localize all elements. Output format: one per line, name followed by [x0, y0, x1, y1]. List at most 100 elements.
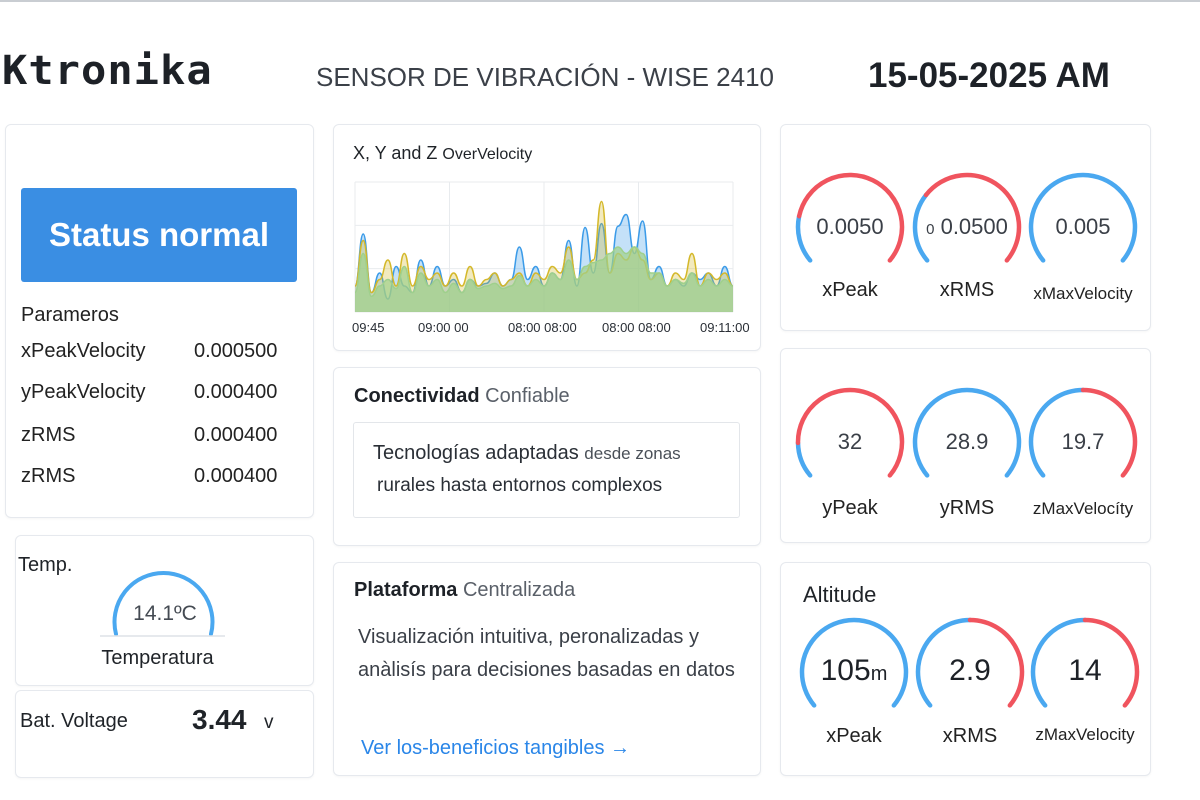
- temperature-gauge: [100, 571, 225, 637]
- status-button[interactable]: Status normal: [21, 188, 297, 282]
- temp-title: Temp.: [18, 554, 73, 576]
- battery-unit: v: [264, 712, 274, 733]
- gauge-label: yRMS: [939, 497, 995, 519]
- x-tick-label: 08:00 08:00: [602, 320, 671, 335]
- x-tick-label: 09:45: [352, 320, 385, 335]
- gauge-value: 14: [1030, 654, 1140, 688]
- gauge-number: 0.0050: [816, 213, 884, 239]
- gauge-label: xMaxVelocity: [1033, 284, 1133, 303]
- gauge-label: xRMS: [939, 279, 995, 301]
- x-gauges-card: [780, 124, 1151, 331]
- gauge-number: 19.7: [1061, 428, 1105, 454]
- gauge-arc: [912, 387, 1022, 478]
- gauge-value: 32: [795, 429, 905, 455]
- gauge-value: 0.005: [1028, 214, 1138, 240]
- conectividad-title-main: Conectividad: [354, 385, 480, 407]
- battery-label: Bat. Voltage: [20, 710, 128, 732]
- gauge-value: 0 0.0500: [912, 214, 1022, 240]
- gauge-prefix: 0: [926, 220, 935, 238]
- plataforma-title-main: Plataforma: [354, 579, 458, 601]
- gauge: [912, 387, 1022, 478]
- gauge: [1028, 387, 1138, 478]
- plataforma-subtitle: Centralizada: [462, 579, 576, 601]
- gauge-label: xPeak: [826, 725, 882, 747]
- gauge-number: 14: [1068, 654, 1102, 687]
- series-area: [355, 247, 733, 312]
- conectividad-text-line1: Tecnologías adaptadas desde zonas: [373, 442, 681, 465]
- param-value: 0.000400: [194, 424, 278, 446]
- gauge-label: zMaxVelocity: [1035, 725, 1135, 744]
- x-tick-label: 09:00 00: [418, 320, 469, 335]
- chart-title-suffix: OverVelocity: [442, 146, 533, 163]
- param-label: yPeakVelocity: [21, 381, 146, 403]
- velocity-chart: [354, 181, 734, 313]
- gauge-value: 0.0050: [795, 214, 905, 240]
- gauge-arc: [795, 387, 905, 478]
- gauge: [915, 617, 1025, 708]
- gauge-arc: [799, 617, 909, 708]
- altitude-title: Altitude: [803, 582, 877, 607]
- gauge-label: zMaxVelocíty: [1032, 499, 1134, 518]
- gauge-unit: m: [870, 663, 888, 685]
- gauge-arc: [915, 617, 973, 708]
- param-value: 0.000500: [194, 340, 278, 362]
- gauge-number: 0.0500: [940, 213, 1008, 239]
- battery-card: [15, 690, 314, 778]
- gauge-arc: [1080, 387, 1138, 478]
- param-label: xPeakVelocity: [21, 340, 146, 362]
- gauge-value: 2.9: [915, 654, 1025, 688]
- gauge-arc: [923, 172, 1022, 263]
- temperature-value: 14.1ºC: [133, 602, 197, 625]
- param-value: 0.000400: [194, 465, 278, 487]
- gauge-number: 32: [837, 428, 863, 454]
- gauge-value: 105m: [799, 654, 909, 688]
- plataforma-title: Plataforma Centralizada: [354, 579, 575, 602]
- temperature-label: Temperatura: [101, 647, 214, 669]
- gauge-label: xPeak: [822, 279, 878, 301]
- chart-title-main: X, Y and Z: [353, 143, 438, 163]
- gauge: [1028, 172, 1138, 263]
- conectividad-text-a: Tecnologías adaptadas: [373, 442, 579, 464]
- altitude-card: [780, 562, 1151, 776]
- gauge: [795, 172, 905, 263]
- params-title: Parameros: [21, 304, 119, 326]
- series-line: [354, 246, 734, 298]
- gauge: [912, 172, 1022, 263]
- gauge: [795, 387, 905, 478]
- benefits-link[interactable]: Ver los‑beneficios tangibles →: [361, 737, 631, 759]
- plataforma-card: [333, 562, 761, 776]
- conectividad-text-line2: rurales hasta entornos complexos: [377, 475, 663, 496]
- conectividad-text-b: desde zonas: [584, 444, 681, 463]
- chart-title: X, Y and Z OverVelocity: [353, 143, 532, 164]
- datetime: 15-05-2025 AM: [868, 56, 1110, 95]
- conectividad-title: Conectividad Confiable: [354, 385, 570, 408]
- page-title: SENSOR DE VIBRACIÓN - WISE 2410: [316, 62, 775, 92]
- gauge-value: 19.7: [1028, 429, 1138, 455]
- gauge-arc: [1030, 617, 1088, 708]
- param-value: 0.000400: [194, 381, 278, 403]
- gauge-arc: [796, 172, 905, 263]
- param-label: zRMS: [21, 465, 76, 487]
- gauge-arc: [967, 617, 1025, 708]
- battery-value: 3.44: [192, 704, 247, 735]
- gauge-number: 105: [820, 654, 871, 687]
- x-tick-label: 08:00 08:00: [508, 320, 577, 335]
- gauge: [799, 617, 909, 708]
- param-label: zRMS: [21, 424, 76, 446]
- gauge-number: 28.9: [945, 428, 989, 454]
- x-tick-label: 09:11:00: [700, 320, 750, 335]
- temperature-arc: [112, 571, 215, 636]
- gauge-arc: [795, 213, 813, 263]
- temperature-card: [15, 535, 314, 686]
- conectividad-subtitle: Confiable: [485, 385, 570, 407]
- gauge-number: 2.9: [949, 654, 991, 687]
- gauge-arc: [1028, 172, 1138, 263]
- gauge: [1030, 617, 1140, 708]
- gauge-number: 0.005: [1055, 213, 1111, 239]
- gauge-arc: [1028, 387, 1086, 478]
- conectividad-box: [353, 422, 740, 518]
- chart-card: [333, 124, 761, 351]
- gauge-arc: [912, 192, 930, 263]
- y-gauges-card: [780, 348, 1151, 543]
- plataforma-text: Visualización intuitiva, peronalizadas y…: [358, 626, 735, 681]
